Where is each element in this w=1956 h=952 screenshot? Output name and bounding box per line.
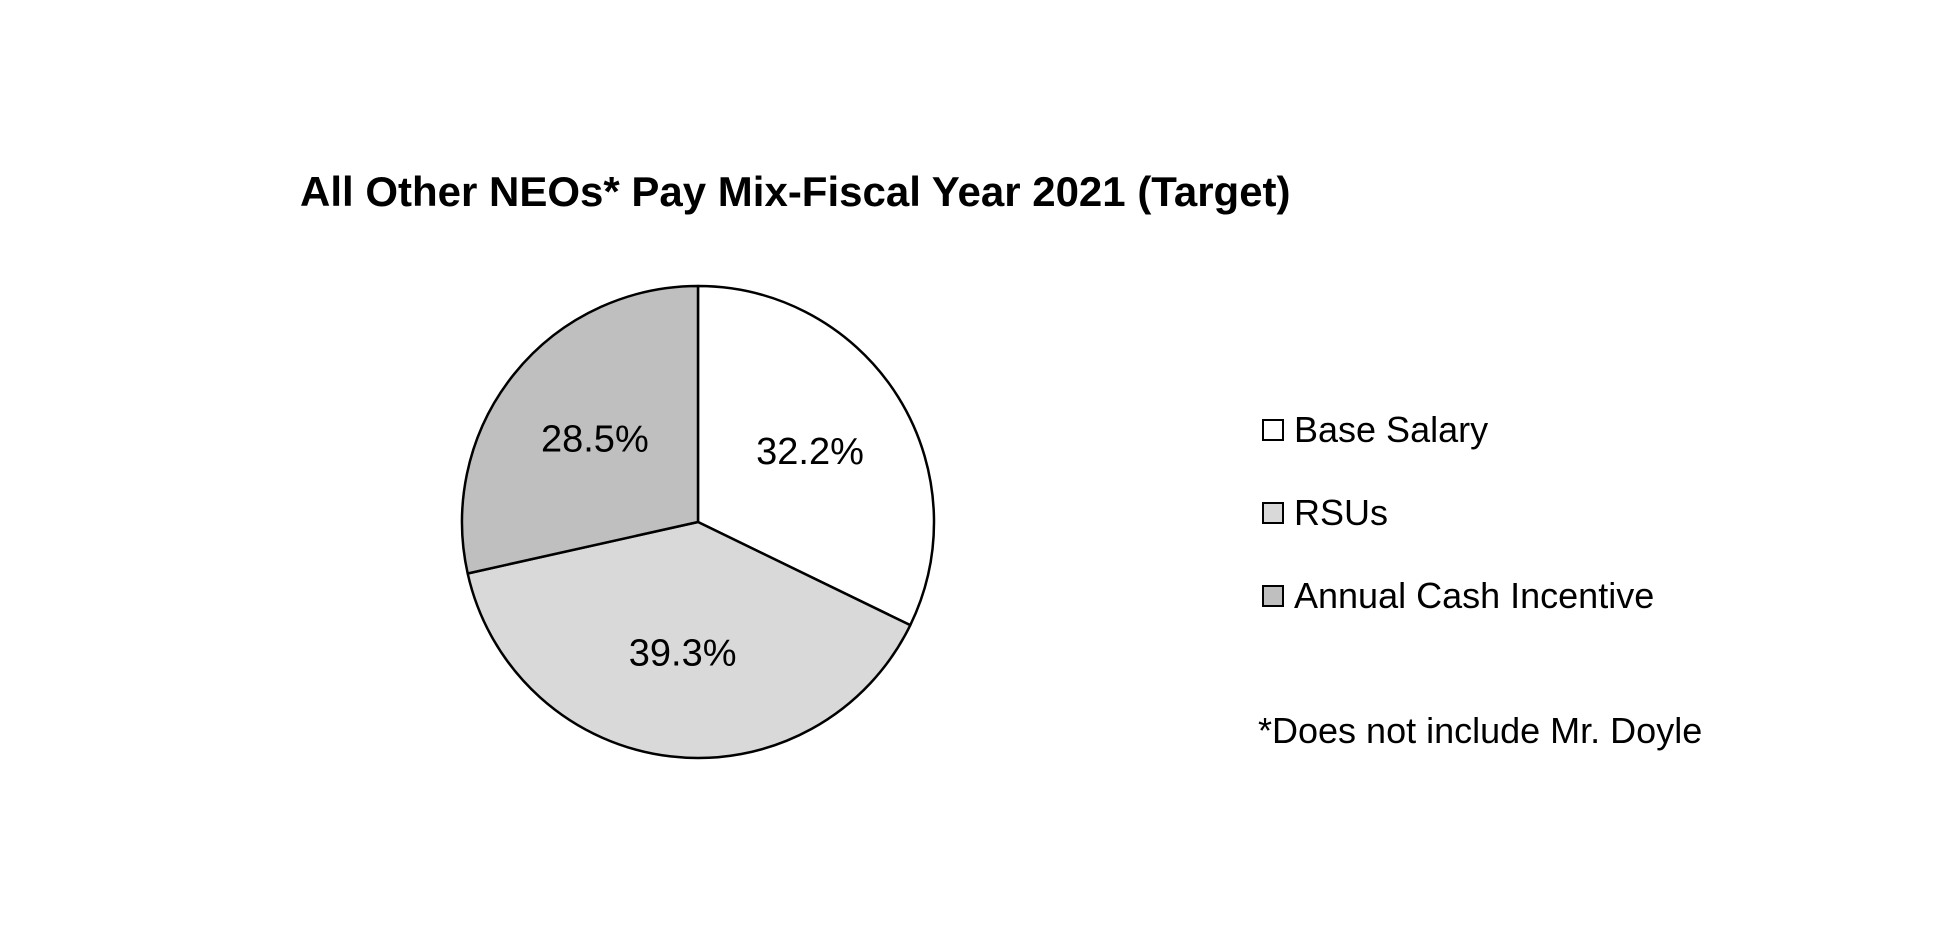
chart-footnote: *Does not include Mr. Doyle [1258, 710, 1703, 751]
pie-slice-annual-cash-incentive [460, 284, 700, 575]
pie-slice-rsus [466, 520, 912, 760]
legend-item-base-salary: Base Salary [1262, 412, 1654, 448]
legend-item-annual-cash-incentive: Annual Cash Incentive [1262, 578, 1654, 614]
pie-data-labels: 32.2% 39.3% 28.5% [541, 418, 864, 674]
legend-swatch [1262, 585, 1284, 607]
legend-label: Base Salary [1294, 409, 1489, 450]
legend-label: RSUs [1294, 492, 1389, 533]
data-label-rsus: 39.3% [629, 632, 737, 674]
legend-label: Annual Cash Incentive [1294, 575, 1655, 616]
legend-item-rsus: RSUs [1262, 495, 1654, 531]
data-label-annual-cash-incentive: 28.5% [541, 418, 649, 460]
chart-title: All Other NEOs* Pay Mix-Fiscal Year 2021… [300, 168, 1291, 215]
legend-swatch [1262, 502, 1284, 524]
chart-legend: Base Salary RSUs Annual Cash Incentive [1262, 412, 1654, 661]
data-label-base-salary: 32.2% [756, 431, 864, 473]
pie-slice-base-salary [696, 284, 936, 627]
pie-slices [460, 284, 936, 760]
legend-swatch [1262, 419, 1284, 441]
